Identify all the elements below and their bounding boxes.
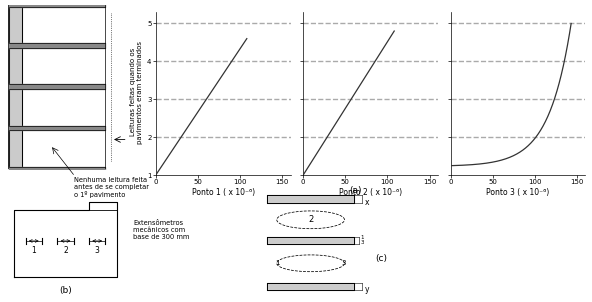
Text: 1: 1 <box>31 246 36 255</box>
Text: (b): (b) <box>59 286 72 295</box>
Text: 3: 3 <box>95 246 99 255</box>
Text: Nenhuma leitura feita
antes de se completar
o 1º pavimento: Nenhuma leitura feita antes de se comple… <box>74 177 149 198</box>
Text: y: y <box>365 285 369 294</box>
X-axis label: Ponto 3 ( x 10⁻⁶): Ponto 3 ( x 10⁻⁶) <box>487 188 549 197</box>
Text: Leituras feitas quando os
pavimentos eram terminados: Leituras feitas quando os pavimentos era… <box>130 40 143 144</box>
Text: 2: 2 <box>63 246 68 255</box>
Text: 1: 1 <box>275 260 279 266</box>
Text: 1
3: 1 3 <box>361 235 364 246</box>
X-axis label: Ponto 1 ( x 10⁻⁶): Ponto 1 ( x 10⁻⁶) <box>192 188 255 197</box>
Text: (a): (a) <box>349 186 362 195</box>
Text: x: x <box>365 198 369 207</box>
Text: 2: 2 <box>308 215 313 224</box>
X-axis label: Ponto 2 ( x 10⁻⁶): Ponto 2 ( x 10⁻⁶) <box>339 188 402 197</box>
Text: Extensômetros
mecânicos com
base de 300 mm: Extensômetros mecânicos com base de 300 … <box>133 220 189 240</box>
Text: 3: 3 <box>342 260 346 266</box>
Text: (c): (c) <box>375 254 387 263</box>
